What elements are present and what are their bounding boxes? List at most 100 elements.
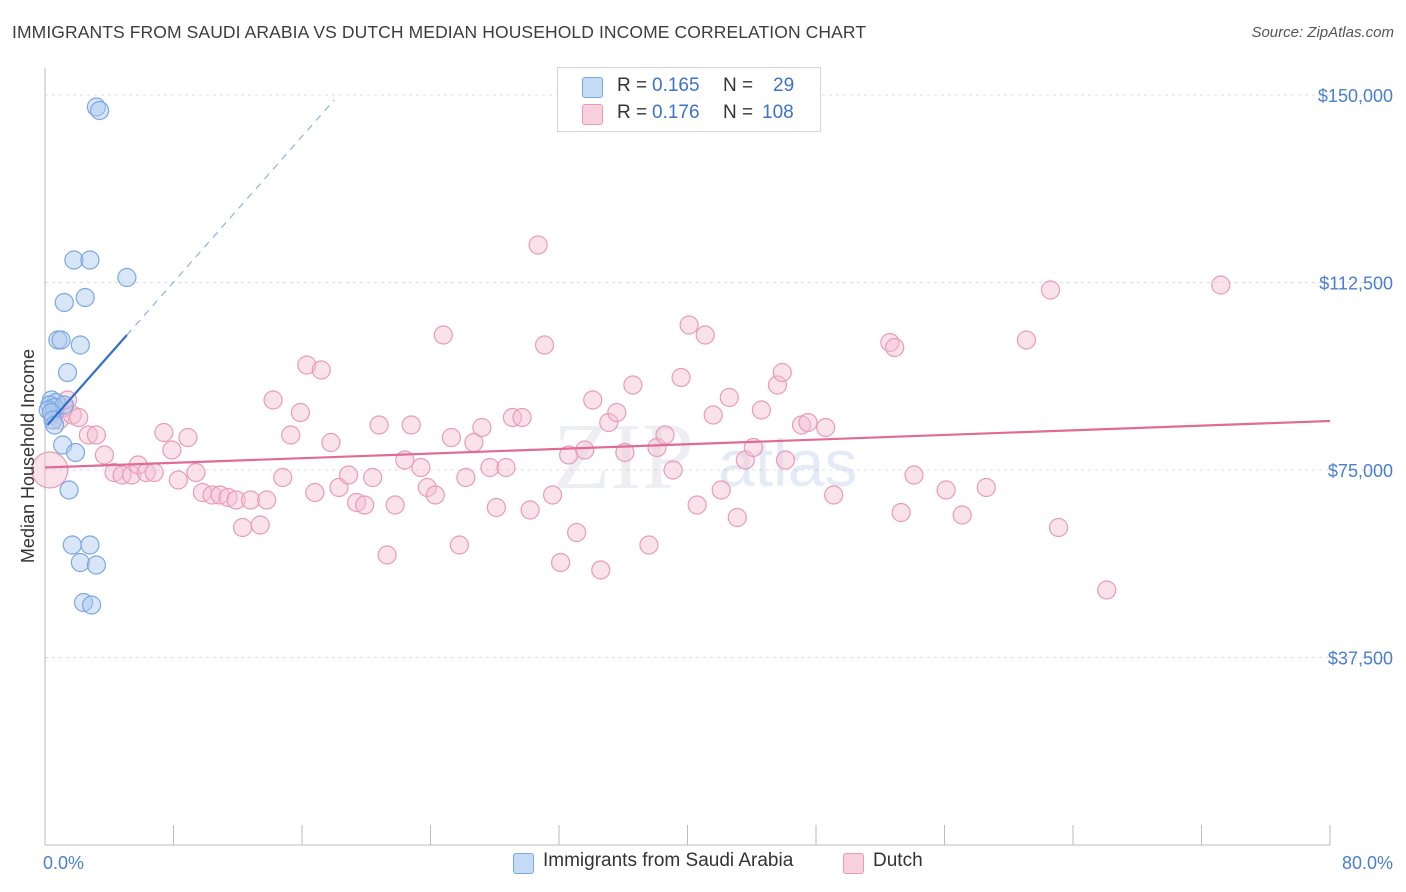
dutch-point — [520, 500, 540, 520]
dutch-point — [480, 457, 500, 478]
dutch-point — [623, 375, 643, 395]
dutch-point — [311, 360, 331, 380]
dutch-point — [904, 465, 924, 485]
dutch-point — [1097, 580, 1117, 600]
dutch-point — [1048, 517, 1069, 538]
x-tick-label-min: 0.0% — [43, 853, 84, 873]
dutch-point — [542, 485, 563, 505]
correlation-legend: R = 0.165 N = 29 R = 0.176 N = 108 — [557, 67, 821, 132]
dutch-swatch — [582, 104, 603, 125]
dutch-point — [144, 462, 164, 483]
dutch-point — [232, 517, 253, 538]
dutch-point — [94, 445, 115, 465]
dutch-point — [122, 465, 142, 485]
dutch-point — [290, 402, 310, 423]
dutch-point — [772, 362, 792, 383]
dutch-point — [891, 502, 911, 523]
dutch-point — [1211, 275, 1231, 295]
dutch-point — [218, 487, 238, 508]
dutch-point — [687, 495, 707, 515]
dutch-point — [575, 440, 595, 460]
dutch-point — [936, 480, 956, 500]
dutch-point — [456, 467, 476, 488]
dutch-point — [703, 405, 723, 425]
dutch-point — [69, 407, 89, 428]
dutch-point — [257, 490, 277, 510]
saudi-point — [57, 362, 78, 383]
dutch-point — [281, 425, 301, 445]
legend-n-value: 108 — [762, 102, 794, 123]
dutch-point — [655, 425, 675, 445]
legend-row-saudi: R = 0.165 N = 29 — [582, 75, 822, 101]
legend-r-value: 0.165 — [652, 75, 700, 96]
dutch-point — [449, 535, 470, 555]
dutch-point — [385, 495, 405, 515]
dutch-point — [112, 465, 132, 485]
dutch-point — [952, 505, 972, 525]
legend-r-label: R = — [617, 75, 648, 96]
dutch-point — [241, 490, 261, 510]
dutch-point — [78, 425, 98, 445]
dutch-point — [363, 467, 383, 488]
dutch-point — [534, 335, 555, 355]
dutch-point — [486, 497, 506, 518]
dutch-point — [347, 492, 367, 513]
dutch-point — [472, 417, 492, 438]
bottom-legend-saudi-label: Immigrants from Saudi Arabia — [543, 850, 794, 871]
dutch-point — [551, 552, 571, 573]
y-axis-label: Median Household Income — [18, 349, 38, 563]
dutch-point — [401, 415, 421, 435]
dutch-point — [321, 432, 341, 453]
dutch-point — [615, 442, 635, 463]
dutch-point — [607, 402, 627, 423]
dutch-point — [1016, 330, 1037, 350]
saudi-point — [86, 555, 107, 575]
y-tick-label: $112,500 — [1319, 274, 1393, 294]
saudi-swatch — [513, 853, 534, 874]
dutch-point — [226, 490, 246, 510]
dutch-point — [502, 407, 523, 428]
dutch-point — [816, 417, 836, 438]
dutch-point — [824, 485, 844, 505]
watermark-zip: ZIP — [553, 405, 694, 509]
dutch-trend-line — [44, 419, 1331, 469]
saudi-point — [73, 592, 94, 613]
legend-r-value: 0.176 — [652, 102, 700, 123]
saudi-trend-line — [46, 334, 128, 426]
source-label: Source: ZipAtlas.com — [1251, 24, 1394, 41]
saudi-point — [80, 250, 100, 270]
trend-lines — [44, 99, 1331, 469]
saudi-point — [90, 100, 110, 121]
saudi-point — [75, 287, 95, 308]
saudi-point — [54, 292, 74, 313]
dutch-point — [441, 427, 461, 448]
gridlines — [45, 94, 1394, 658]
chart-title: IMMIGRANTS FROM SAUDI ARABIA VS DUTCH ME… — [12, 22, 867, 42]
legend-n-value: 29 — [773, 75, 795, 96]
saudi-point — [80, 535, 100, 555]
dutch-point — [591, 560, 611, 580]
dutch-point — [202, 485, 222, 505]
dutch-point — [798, 412, 818, 433]
dutch-point — [512, 407, 532, 428]
dutch-point — [369, 415, 389, 435]
dutch-point — [751, 400, 771, 420]
dutch-point — [671, 367, 691, 388]
dutch-point — [639, 535, 659, 555]
dutch-point — [679, 315, 699, 335]
axes — [44, 68, 1331, 846]
dutch-point — [338, 465, 359, 485]
saudi-swatch — [582, 77, 603, 98]
saudi-point — [64, 250, 84, 270]
dutch-point — [417, 477, 437, 498]
saudi-trend-extension — [126, 99, 335, 336]
dutch-point — [433, 325, 453, 345]
legend-n-label: N = — [723, 75, 754, 96]
dutch-point — [178, 427, 198, 448]
dutch-point — [719, 387, 739, 408]
saudi-point — [51, 330, 71, 350]
saudi-point — [70, 552, 90, 573]
bottom-legend-dutch-label: Dutch — [873, 850, 923, 871]
dutch-point — [976, 477, 996, 498]
